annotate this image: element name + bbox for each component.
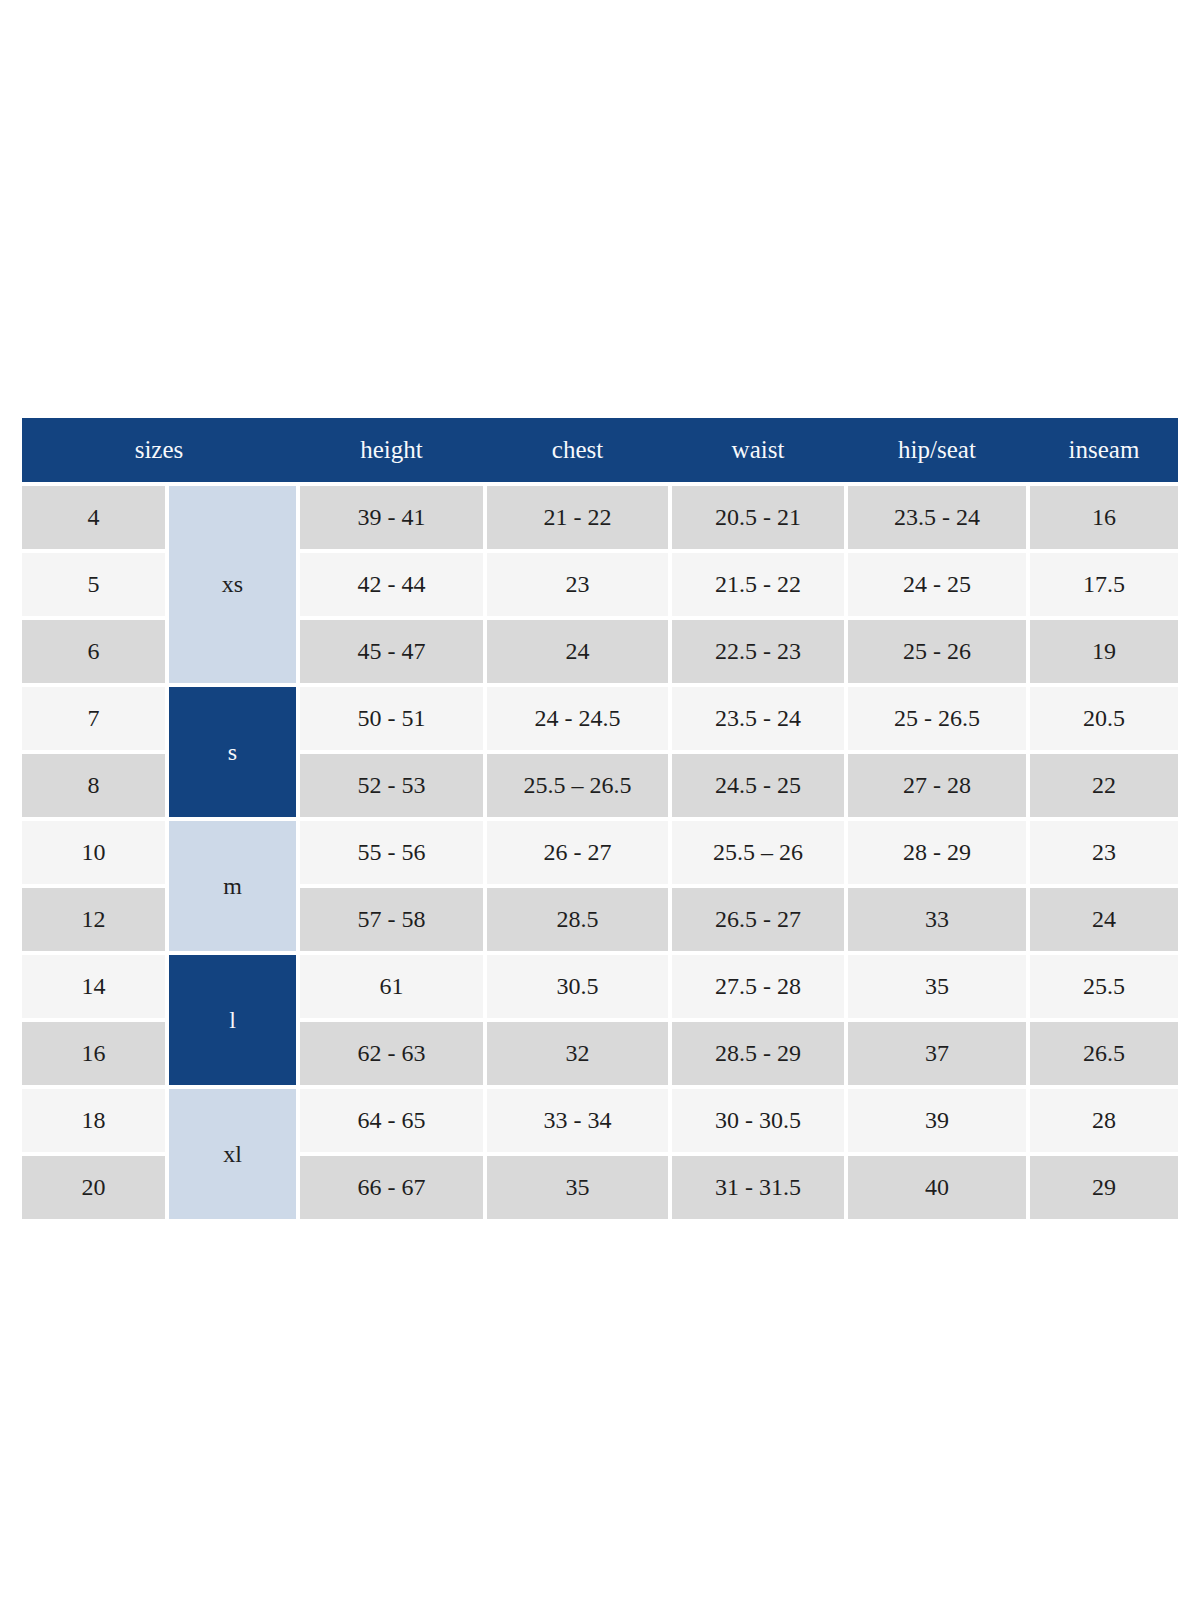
chest-cell: 35 (487, 1156, 668, 1219)
height-cell: 50 - 51 (300, 687, 483, 750)
size-group-cell: xs (169, 486, 296, 683)
height-cell: 39 - 41 (300, 486, 483, 549)
column-header-height: height (300, 418, 483, 482)
chest-cell: 25.5 – 26.5 (487, 754, 668, 817)
size-cell: 10 (22, 821, 165, 884)
waist-cell: 27.5 - 28 (672, 955, 844, 1018)
table-body: 4xs39 - 4121 - 2220.5 - 2123.5 - 2416542… (22, 486, 1178, 1219)
hip-seat-cell: 37 (848, 1022, 1026, 1085)
page: sizes height chest waist hip/seat inseam… (0, 0, 1200, 1600)
column-header-inseam: inseam (1030, 418, 1178, 482)
waist-cell: 21.5 - 22 (672, 553, 844, 616)
height-cell: 45 - 47 (300, 620, 483, 683)
size-cell: 20 (22, 1156, 165, 1219)
hip-seat-cell: 25 - 26.5 (848, 687, 1026, 750)
height-cell: 64 - 65 (300, 1089, 483, 1152)
hip-seat-cell: 27 - 28 (848, 754, 1026, 817)
size-cell: 8 (22, 754, 165, 817)
size-cell: 12 (22, 888, 165, 951)
size-cell: 5 (22, 553, 165, 616)
size-group-cell: m (169, 821, 296, 951)
size-cell: 4 (22, 486, 165, 549)
height-cell: 55 - 56 (300, 821, 483, 884)
column-header-sizes: sizes (22, 418, 296, 482)
waist-cell: 30 - 30.5 (672, 1089, 844, 1152)
chest-cell: 32 (487, 1022, 668, 1085)
size-cell: 14 (22, 955, 165, 1018)
waist-cell: 28.5 - 29 (672, 1022, 844, 1085)
inseam-cell: 16 (1030, 486, 1178, 549)
inseam-cell: 24 (1030, 888, 1178, 951)
table-header-row: sizes height chest waist hip/seat inseam (22, 418, 1178, 482)
chest-cell: 26 - 27 (487, 821, 668, 884)
chest-cell: 24 - 24.5 (487, 687, 668, 750)
hip-seat-cell: 40 (848, 1156, 1026, 1219)
inseam-cell: 22 (1030, 754, 1178, 817)
size-cell: 16 (22, 1022, 165, 1085)
waist-cell: 24.5 - 25 (672, 754, 844, 817)
chest-cell: 24 (487, 620, 668, 683)
size-group-cell: l (169, 955, 296, 1085)
height-cell: 66 - 67 (300, 1156, 483, 1219)
size-chart-table: sizes height chest waist hip/seat inseam… (22, 418, 1178, 1219)
hip-seat-cell: 25 - 26 (848, 620, 1026, 683)
column-header-hip-seat: hip/seat (848, 418, 1026, 482)
waist-cell: 26.5 - 27 (672, 888, 844, 951)
inseam-cell: 20.5 (1030, 687, 1178, 750)
height-cell: 52 - 53 (300, 754, 483, 817)
waist-cell: 25.5 – 26 (672, 821, 844, 884)
waist-cell: 22.5 - 23 (672, 620, 844, 683)
inseam-cell: 26.5 (1030, 1022, 1178, 1085)
waist-cell: 23.5 - 24 (672, 687, 844, 750)
hip-seat-cell: 39 (848, 1089, 1026, 1152)
hip-seat-cell: 24 - 25 (848, 553, 1026, 616)
column-header-waist: waist (672, 418, 844, 482)
inseam-cell: 17.5 (1030, 553, 1178, 616)
inseam-cell: 29 (1030, 1156, 1178, 1219)
height-cell: 61 (300, 955, 483, 1018)
hip-seat-cell: 23.5 - 24 (848, 486, 1026, 549)
hip-seat-cell: 33 (848, 888, 1026, 951)
chest-cell: 33 - 34 (487, 1089, 668, 1152)
inseam-cell: 23 (1030, 821, 1178, 884)
size-cell: 6 (22, 620, 165, 683)
size-group-cell: s (169, 687, 296, 817)
height-cell: 57 - 58 (300, 888, 483, 951)
inseam-cell: 25.5 (1030, 955, 1178, 1018)
inseam-cell: 28 (1030, 1089, 1178, 1152)
inseam-cell: 19 (1030, 620, 1178, 683)
chest-cell: 30.5 (487, 955, 668, 1018)
waist-cell: 20.5 - 21 (672, 486, 844, 549)
size-cell: 7 (22, 687, 165, 750)
height-cell: 62 - 63 (300, 1022, 483, 1085)
chest-cell: 23 (487, 553, 668, 616)
size-group-cell: xl (169, 1089, 296, 1219)
chest-cell: 28.5 (487, 888, 668, 951)
column-header-chest: chest (487, 418, 668, 482)
chest-cell: 21 - 22 (487, 486, 668, 549)
hip-seat-cell: 28 - 29 (848, 821, 1026, 884)
waist-cell: 31 - 31.5 (672, 1156, 844, 1219)
height-cell: 42 - 44 (300, 553, 483, 616)
hip-seat-cell: 35 (848, 955, 1026, 1018)
size-cell: 18 (22, 1089, 165, 1152)
